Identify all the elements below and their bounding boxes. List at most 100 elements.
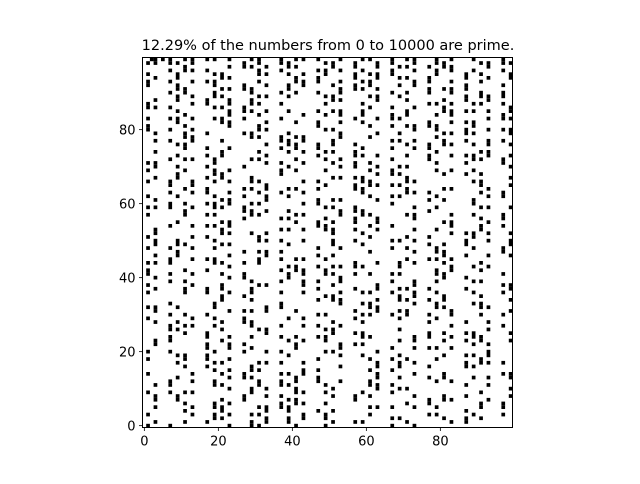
prime-cell: [338, 135, 343, 139]
prime-cell: [146, 194, 150, 199]
prime-cell: [205, 312, 210, 317]
prime-cell: [331, 253, 335, 258]
prime-cell: [183, 290, 187, 295]
prime-cell: [486, 76, 491, 80]
prime-cell: [249, 64, 254, 69]
x-tick-label: 40: [284, 435, 301, 450]
prime-cell: [442, 372, 446, 376]
prime-cell: [183, 353, 187, 358]
y-tick-label: 60: [119, 198, 136, 213]
prime-cell: [486, 305, 491, 310]
prime-cell: [146, 290, 150, 295]
prime-cell: [501, 83, 506, 88]
prime-cell: [316, 323, 321, 328]
prime-cell: [323, 257, 328, 261]
prime-cell: [464, 320, 469, 324]
prime-cell: [205, 212, 210, 217]
prime-cell: [205, 79, 210, 84]
prime-cell: [286, 209, 291, 213]
prime-cell: [168, 246, 173, 250]
prime-cell: [331, 175, 335, 180]
prime-cell: [227, 64, 232, 69]
prime-cell: [397, 327, 402, 332]
prime-cell: [249, 290, 254, 295]
prime-cell: [479, 416, 483, 421]
prime-cell: [368, 235, 372, 239]
prime-cell: [464, 383, 469, 387]
prime-cell: [257, 238, 261, 243]
prime-cell: [183, 131, 187, 136]
prime-cell: [279, 401, 284, 406]
prime-cell: [464, 409, 469, 413]
prime-cell: [205, 335, 210, 339]
prime-cell: [501, 290, 506, 295]
prime-cell: [338, 175, 343, 180]
prime-cell: [486, 205, 491, 210]
prime-cell: [316, 246, 321, 250]
prime-cell: [464, 161, 469, 165]
prime-cell: [390, 146, 395, 150]
prime-cell: [338, 109, 343, 113]
prime-cell: [434, 57, 439, 62]
prime-cell: [368, 394, 372, 398]
prime-cell: [249, 187, 254, 191]
prime-cell: [264, 194, 269, 199]
prime-cell: [168, 157, 173, 162]
prime-cell: [397, 138, 402, 143]
prime-cell: [183, 212, 187, 217]
prime-cell: [183, 187, 187, 191]
prime-cell: [471, 153, 476, 158]
prime-cell: [183, 113, 187, 117]
prime-cell: [360, 146, 365, 150]
prime-cell: [449, 68, 454, 73]
prime-cell: [190, 405, 195, 409]
prime-cell: [242, 397, 247, 402]
prime-cell: [316, 357, 321, 361]
prime-cell: [427, 235, 432, 239]
prime-cell: [360, 109, 365, 113]
prime-cell: [301, 323, 306, 328]
prime-cell: [368, 224, 372, 228]
prime-cell: [212, 316, 217, 321]
prime-cell: [471, 375, 476, 380]
prime-cell: [264, 405, 269, 409]
prime-cell: [205, 190, 210, 195]
prime-cell: [168, 312, 173, 317]
prime-cell: [397, 353, 402, 358]
prime-cell: [257, 61, 261, 65]
prime-cell: [175, 94, 180, 99]
prime-cell: [264, 161, 269, 165]
prime-cell: [205, 224, 210, 228]
prime-cell: [397, 238, 402, 243]
prime-cell: [390, 90, 395, 95]
prime-cell: [264, 83, 269, 88]
prime-cell: [286, 383, 291, 387]
prime-cell: [353, 220, 358, 224]
prime-cell: [175, 175, 180, 180]
prime-cell: [412, 179, 417, 184]
prime-cell: [501, 283, 506, 287]
prime-cell: [368, 305, 372, 310]
prime-cell: [464, 394, 469, 398]
prime-cell: [405, 57, 409, 62]
prime-cell: [227, 220, 232, 224]
prime-cell: [390, 246, 395, 250]
prime-cell: [397, 116, 402, 121]
prime-cell: [175, 238, 180, 243]
prime-cell: [375, 76, 380, 80]
prime-cell: [375, 183, 380, 187]
x-tick-label: 0: [140, 435, 148, 450]
prime-cell: [286, 409, 291, 413]
prime-cell: [368, 72, 372, 76]
prime-cell: [449, 212, 454, 217]
prime-cell: [153, 98, 158, 102]
prime-cell: [427, 335, 432, 339]
prime-cell: [257, 113, 261, 117]
x-tick-label: 20: [210, 435, 227, 450]
prime-cell: [331, 331, 335, 335]
prime-cell: [375, 94, 380, 99]
prime-cell: [405, 357, 409, 361]
prime-cell: [190, 205, 195, 210]
prime-cell: [471, 101, 476, 106]
prime-cell: [190, 79, 195, 84]
